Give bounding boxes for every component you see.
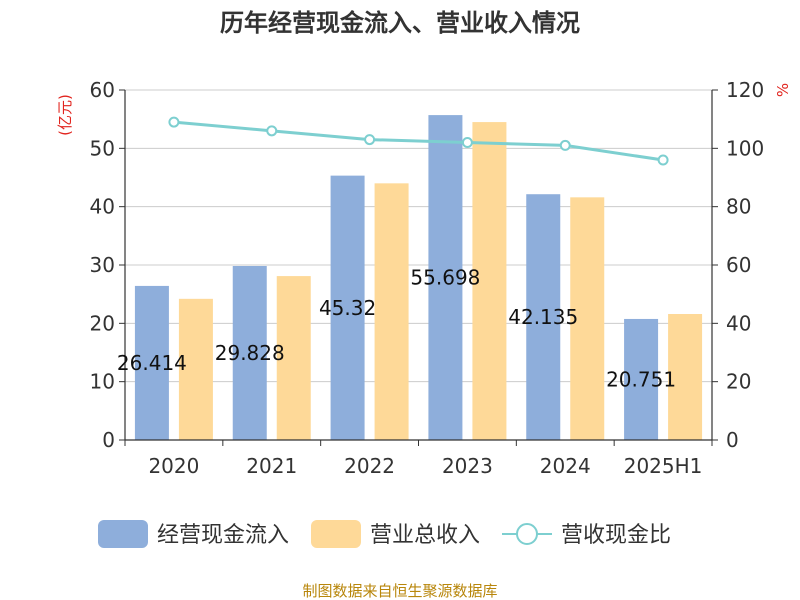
legend-swatch-经营现金流入[interactable] [98, 520, 148, 548]
bar-营业总收入[interactable] [472, 122, 507, 440]
left-tick-label: 20 [90, 311, 115, 335]
data-labels: 26.414 29.828 45.32 55.698 42.135 20.751 [117, 266, 676, 392]
right-tick-label: 40 [726, 311, 751, 335]
left-tick-label: 0 [102, 428, 115, 452]
bar-经营现金流入[interactable] [134, 285, 169, 440]
bar-经营现金流入[interactable] [624, 318, 659, 440]
axes: 0 10 20 30 40 50 60 0 20 40 60 80 100 120 2020 2021 2022… [90, 78, 765, 478]
ratio-point[interactable] [461, 137, 473, 148]
x-tick-label: 2021 [246, 454, 297, 478]
legend-marker-swatch[interactable] [516, 523, 538, 545]
bar-经营现金流入[interactable] [428, 115, 463, 440]
bar-营业总收入[interactable] [570, 197, 605, 440]
bar-value-label: 20.751 [606, 367, 676, 391]
x-tick-label: 2020 [148, 454, 199, 478]
source-note: 制图数据来自恒生聚源数据库 [302, 582, 497, 600]
legend-swatch-营业总收入[interactable] [311, 520, 361, 548]
bar-营业总收入[interactable] [276, 276, 311, 440]
x-tick-label: 2025H1 [624, 454, 703, 478]
bar-value-label: 26.414 [117, 351, 187, 375]
bar-value-label: 29.828 [215, 341, 285, 365]
bar-营业总收入[interactable] [668, 314, 703, 440]
left-tick-label: 50 [90, 136, 115, 160]
left-tick-label: 30 [90, 253, 115, 277]
chart-title: 历年经营现金流入、营业收入情况 [220, 9, 580, 37]
right-tick-label: 20 [726, 370, 751, 394]
bar-value-label: 42.135 [508, 305, 578, 329]
right-tick-label: 0 [726, 428, 739, 452]
bar-value-label: 45.32 [319, 296, 376, 320]
bar-经营现金流入[interactable] [526, 194, 561, 440]
right-axis-unit: % [774, 83, 792, 97]
legend-label[interactable]: 营业总收入 [370, 523, 480, 548]
left-tick-label: 60 [90, 78, 115, 102]
bar-经营现金流入[interactable] [330, 175, 365, 440]
right-tick-label: 120 [726, 78, 764, 102]
ratio-line [168, 116, 669, 166]
legend[interactable]: 经营现金流入 营业总收入 营收现金比 [98, 520, 671, 548]
right-tick-label: 100 [726, 136, 764, 160]
grid [125, 89, 712, 383]
bar-营业总收入[interactable] [374, 183, 409, 441]
left-tick-label: 40 [90, 195, 115, 219]
legend-label[interactable]: 营收现金比 [561, 523, 671, 548]
bar-经营现金流入[interactable] [232, 266, 267, 440]
ratio-point[interactable] [657, 154, 669, 166]
left-tick-label: 10 [90, 370, 115, 394]
left-axis-unit: (亿元) [56, 94, 74, 136]
bar-营业总收入[interactable] [178, 298, 213, 440]
ratio-line-path [173, 120, 664, 162]
right-tick-label: 60 [726, 253, 751, 277]
right-tick-label: 80 [726, 195, 751, 219]
ratio-point[interactable] [266, 125, 278, 137]
x-tick-label: 2024 [540, 454, 591, 478]
x-tick-label: 2022 [344, 454, 395, 478]
bars [134, 115, 703, 441]
ratio-point[interactable] [559, 139, 571, 151]
legend-label[interactable]: 经营现金流入 [157, 523, 289, 548]
bar-value-label: 55.698 [410, 266, 480, 290]
ratio-point[interactable] [364, 134, 376, 146]
ratio-point[interactable] [168, 116, 180, 128]
x-tick-label: 2023 [442, 454, 493, 478]
